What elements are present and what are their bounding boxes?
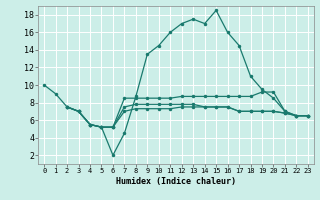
X-axis label: Humidex (Indice chaleur): Humidex (Indice chaleur) (116, 177, 236, 186)
